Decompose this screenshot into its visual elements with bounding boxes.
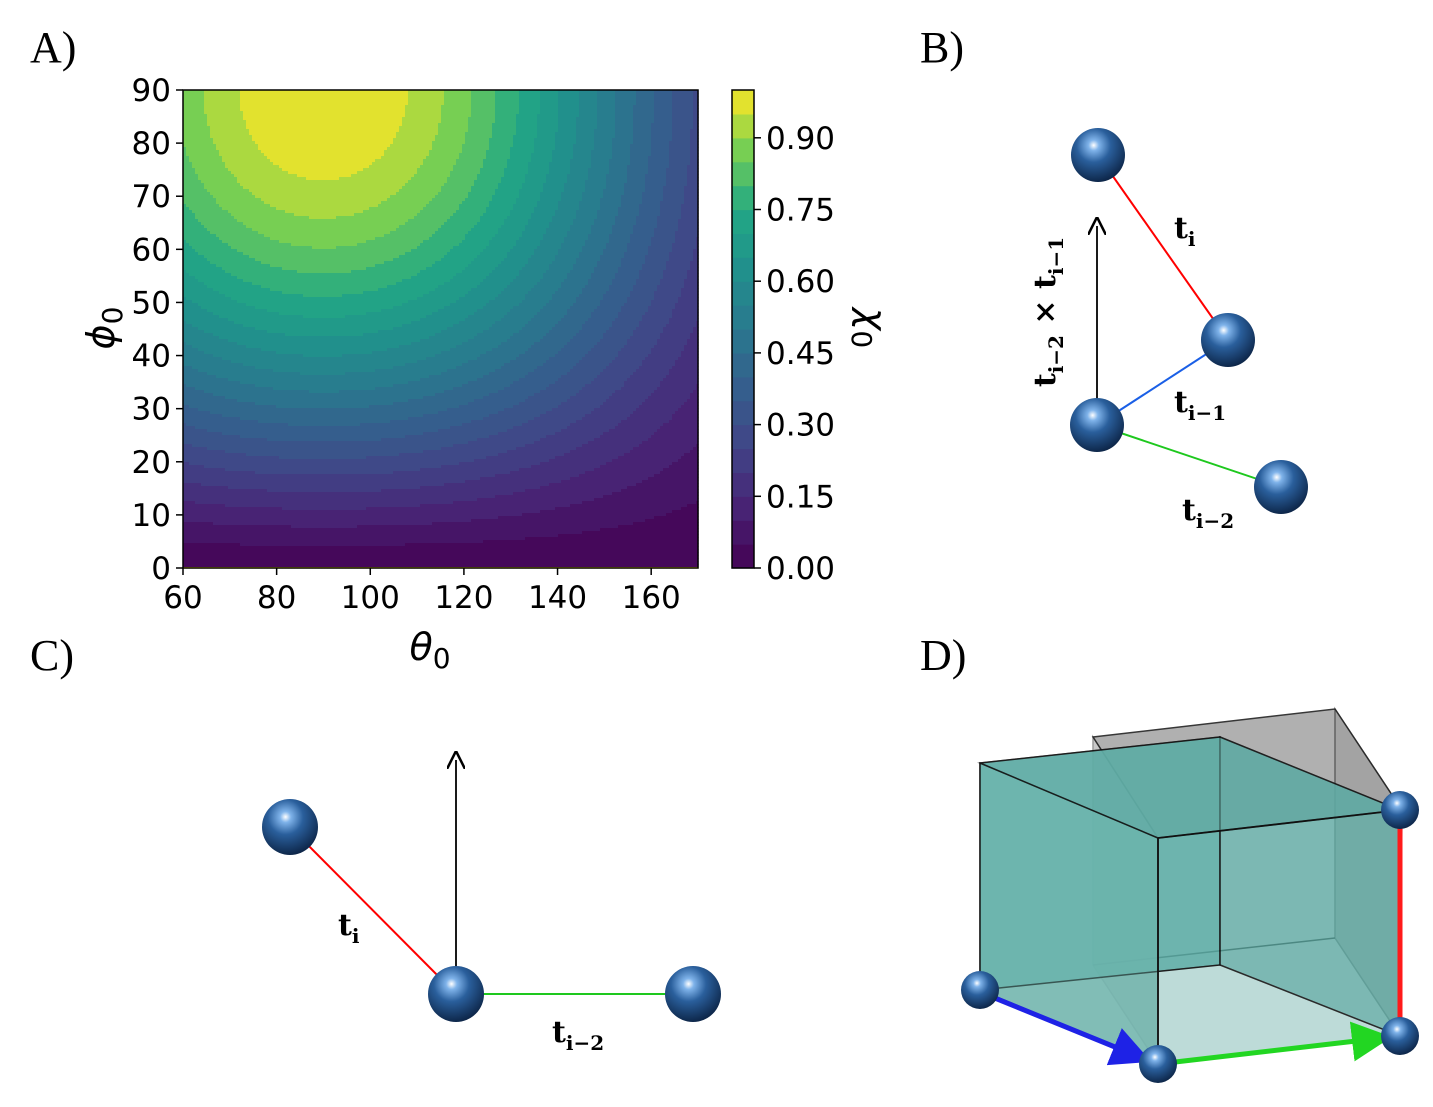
contour-fill [183, 90, 699, 569]
